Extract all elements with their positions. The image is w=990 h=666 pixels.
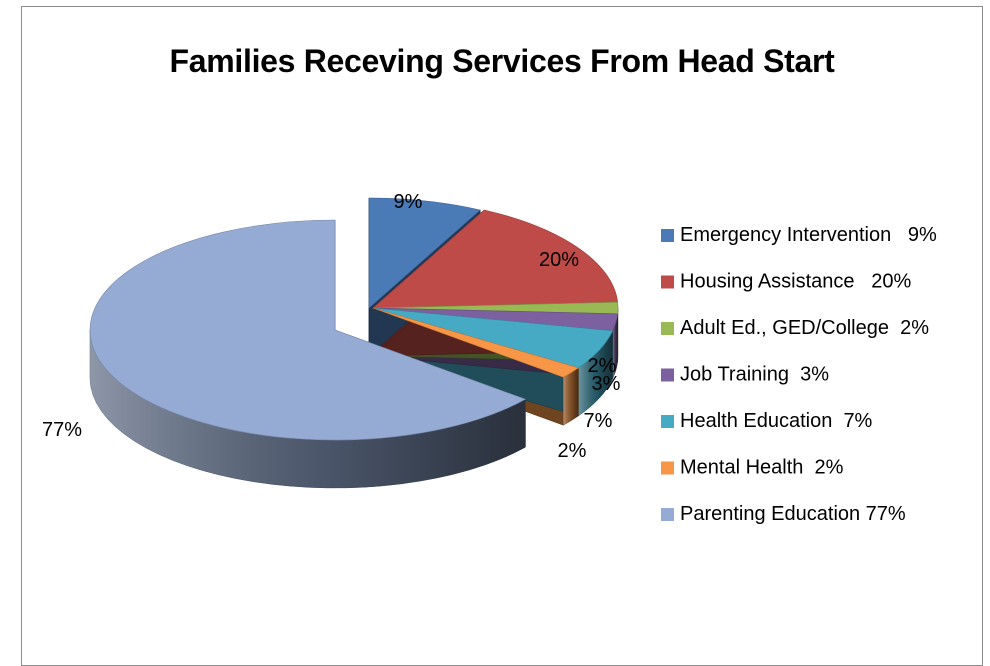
- legend: Emergency Intervention 9% Housing Assista…: [661, 224, 937, 525]
- legend-item-mental-health: Mental Health 2%: [661, 457, 844, 479]
- legend-item-parenting-education: Parenting Education 77%: [661, 503, 906, 525]
- data-label-job-training: 3%: [592, 373, 621, 395]
- data-label-emergency-intervention: 9%: [394, 191, 423, 213]
- legend-swatch: [661, 229, 674, 242]
- legend-label: Health Education 7%: [680, 410, 873, 432]
- legend-item-job-training: Job Training 3%: [661, 364, 829, 386]
- legend-swatch: [661, 508, 674, 521]
- legend-label: Emergency Intervention 9%: [680, 224, 937, 246]
- data-label-parenting-education: 77%: [42, 419, 82, 441]
- legend-label: Housing Assistance 20%: [680, 271, 911, 293]
- legend-swatch: [661, 322, 674, 335]
- legend-item-health-education: Health Education 7%: [661, 410, 873, 432]
- legend-label: Job Training 3%: [680, 364, 829, 386]
- legend-item-adult-ed-ged-college: Adult Ed., GED/College 2%: [661, 317, 929, 339]
- legend-label: Parenting Education 77%: [680, 503, 906, 525]
- legend-swatch: [661, 415, 674, 428]
- legend-swatch: [661, 462, 674, 475]
- pie-slice-side-shading-mental-health: [563, 368, 578, 425]
- legend-swatch: [661, 276, 674, 289]
- legend-item-housing-assistance: Housing Assistance 20%: [661, 271, 911, 293]
- data-label-housing-assistance: 20%: [539, 249, 579, 271]
- data-label-health-education: 7%: [584, 410, 613, 432]
- legend-swatch: [661, 369, 674, 382]
- legend-label: Adult Ed., GED/College 2%: [680, 317, 929, 339]
- legend-item-emergency-intervention: Emergency Intervention 9%: [661, 224, 937, 246]
- legend-label: Mental Health 2%: [680, 457, 844, 479]
- data-label-mental-health: 2%: [558, 440, 587, 462]
